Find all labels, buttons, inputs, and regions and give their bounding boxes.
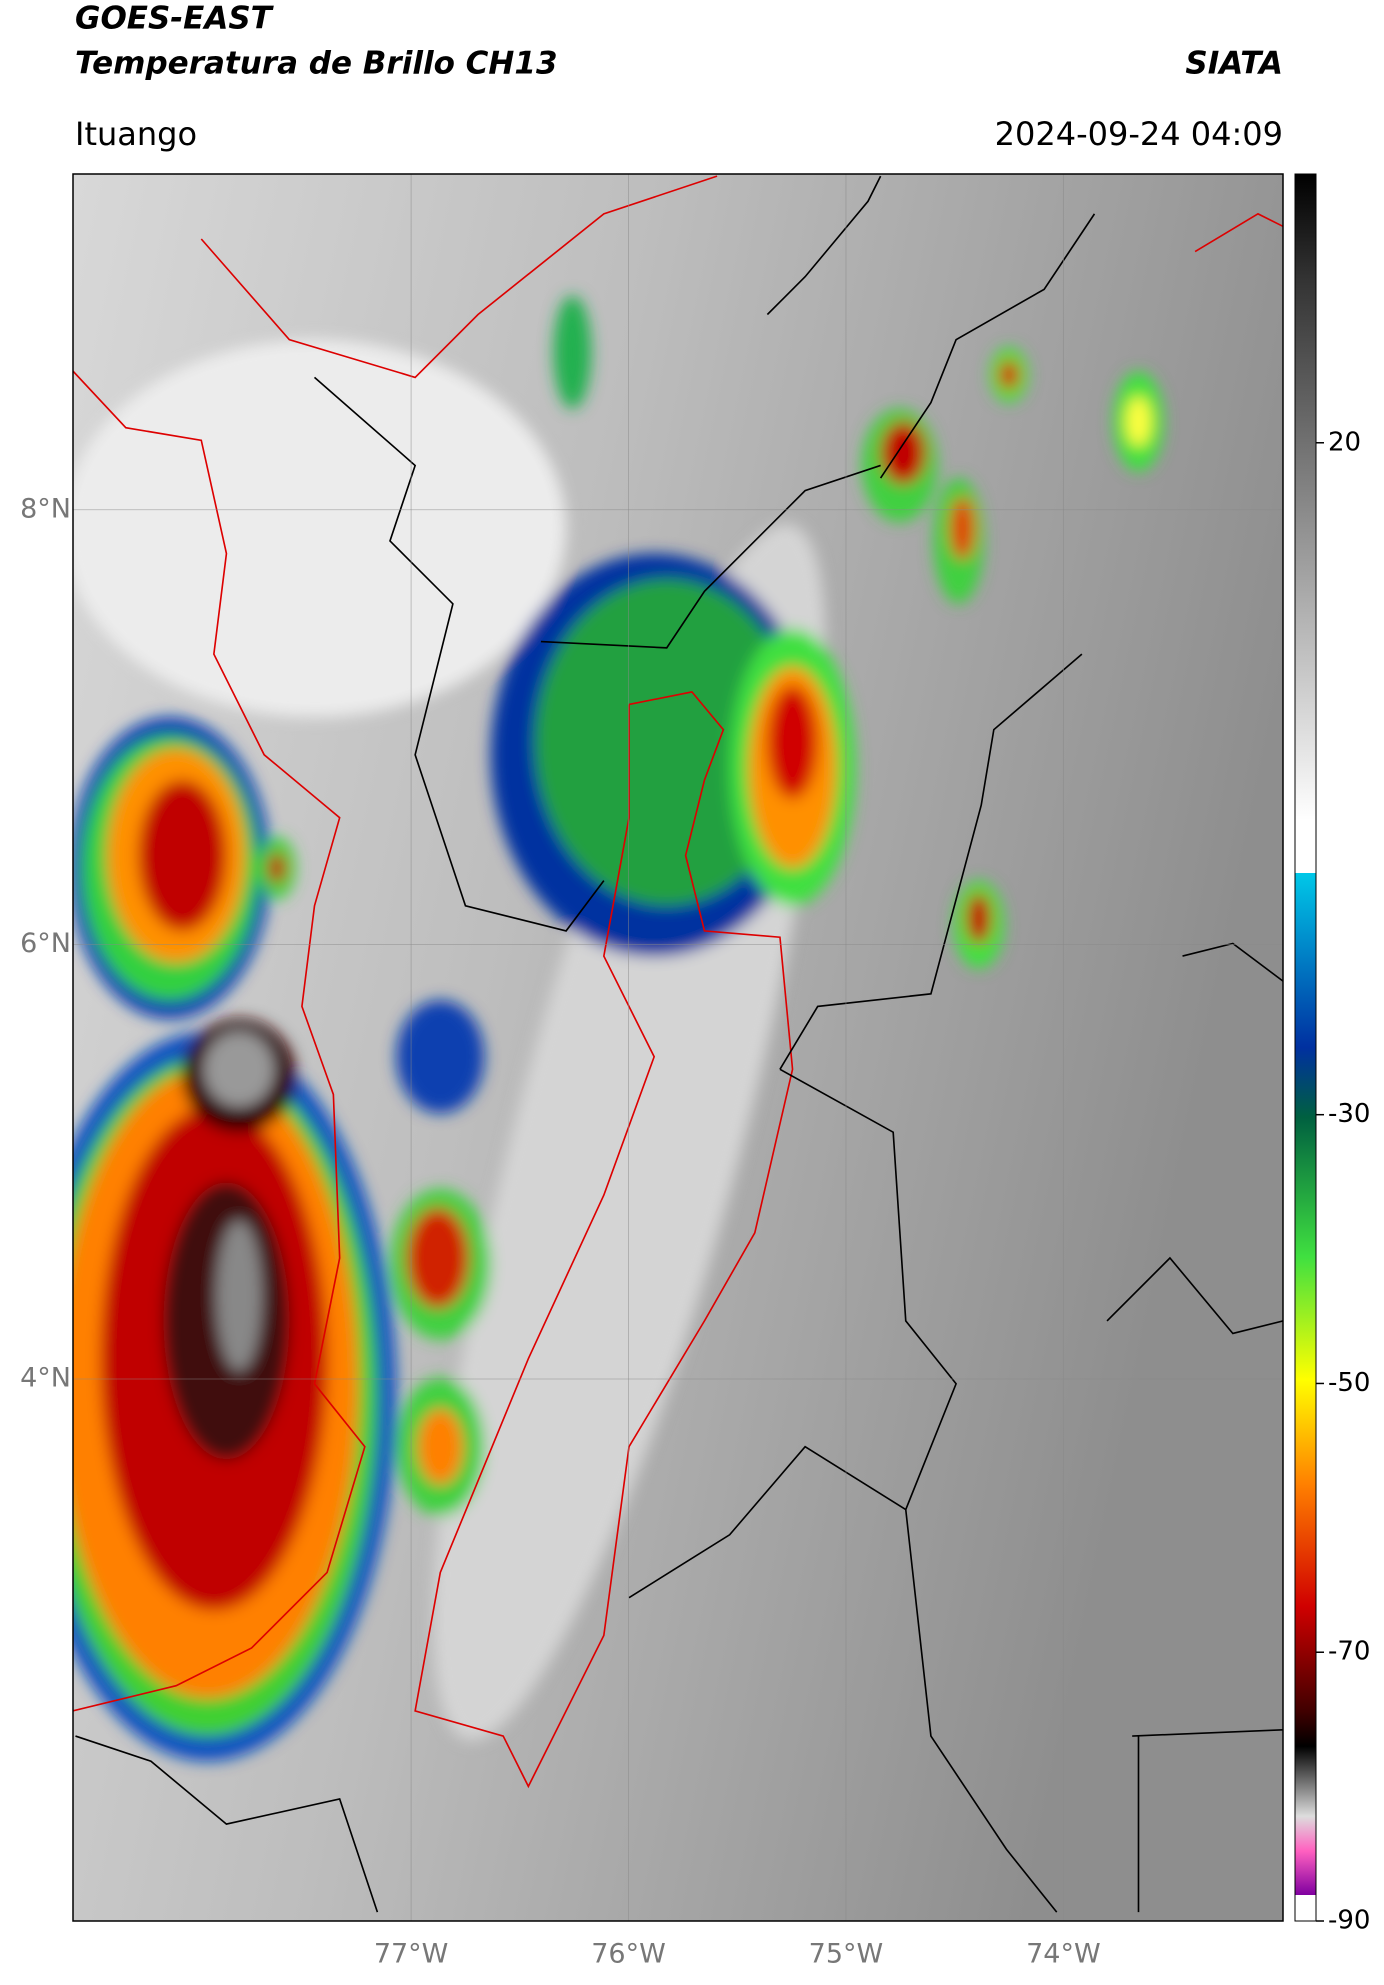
colorbar <box>1294 173 1317 1922</box>
lat-label: 8°N <box>20 493 71 524</box>
map-frame <box>72 173 1284 1922</box>
lat-label: 4°N <box>20 1363 71 1394</box>
lon-label: 74°W <box>1026 1939 1101 1970</box>
timestamp: 2024-09-24 04:09 <box>995 115 1283 153</box>
colorbar-label: -70 <box>1328 1637 1370 1667</box>
lat-label: 6°N <box>20 928 71 959</box>
colorbar-label: -30 <box>1328 1099 1370 1129</box>
location: Ituango <box>75 115 197 153</box>
lon-label: 77°W <box>374 1939 449 1970</box>
organization: SIATA <box>1185 46 1283 82</box>
colorbar-label: 20 <box>1328 427 1361 457</box>
satellite: GOES-EAST <box>75 1 275 37</box>
colorbar-label: -50 <box>1328 1368 1370 1398</box>
lon-label: 76°W <box>591 1939 666 1970</box>
satellite-image <box>73 174 1283 1921</box>
lon-label: 75°W <box>809 1939 884 1970</box>
colorbar-label: -90 <box>1328 1906 1370 1936</box>
product: Temperatura de Brillo CH13 <box>75 46 558 82</box>
